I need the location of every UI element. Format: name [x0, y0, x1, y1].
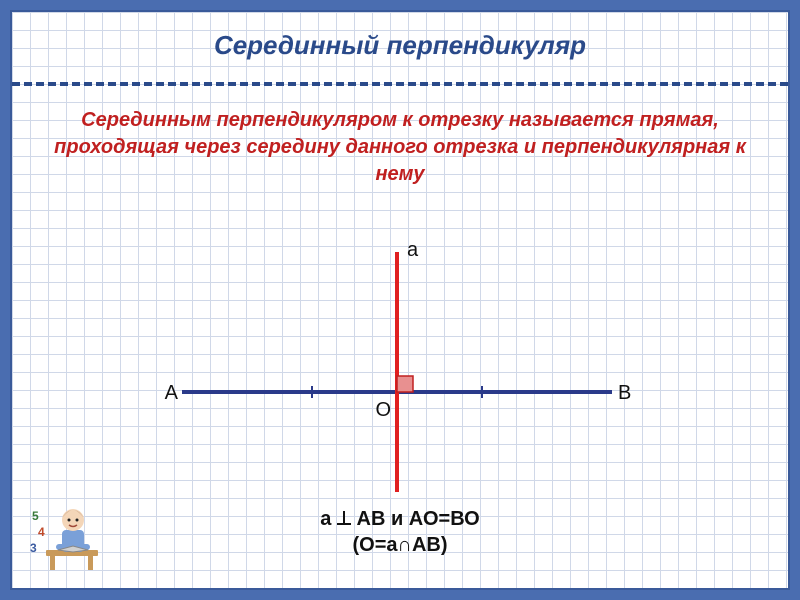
svg-text:3: 3	[30, 541, 37, 555]
svg-text:5: 5	[32, 509, 39, 523]
label-point-o: О	[375, 399, 391, 421]
formula-rest: АВ и АО=ВО	[357, 508, 480, 530]
formula-a: а	[320, 508, 331, 530]
perpendicular-symbol-icon	[337, 511, 351, 527]
formula-line1: а АВ и АО=ВО	[12, 506, 788, 532]
mascot-icon: 5 4 3	[28, 492, 108, 572]
definition-text: Серединным перпендикуляром к отрезку наз…	[52, 107, 748, 188]
label-point-b: В	[618, 382, 631, 404]
label-a-line: а	[407, 239, 419, 261]
formula-line2: (О=а∩АВ)	[12, 532, 788, 558]
svg-text:4: 4	[38, 525, 45, 539]
grid-background: Серединный перпендикуляр Серединным перп…	[10, 10, 790, 590]
slide-title: Серединный перпендикуляр	[12, 12, 788, 61]
perpendicular-bisector-diagram: а А В О	[12, 192, 788, 492]
right-angle-marker	[397, 376, 413, 392]
formula-block: а АВ и АО=ВО (О=а∩АВ)	[12, 506, 788, 558]
diagram-svg: а А В О	[12, 192, 792, 492]
title-separator	[12, 82, 788, 86]
label-point-a: А	[165, 382, 179, 404]
outer-frame: Серединный перпендикуляр Серединным перп…	[0, 0, 800, 600]
